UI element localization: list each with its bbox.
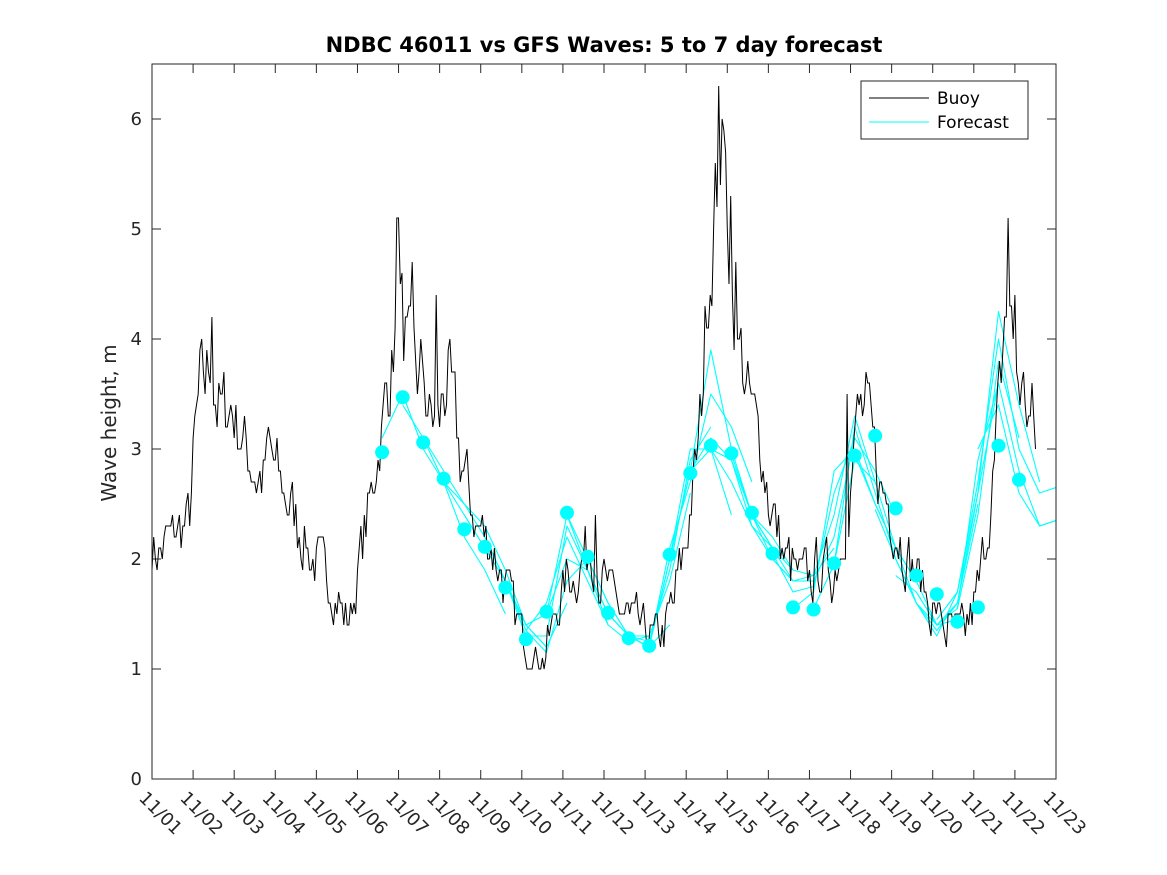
forecast-marker [868,428,883,443]
forecast-line [936,338,1056,620]
forecast-marker [621,631,636,646]
y-axis-label: Wave height, m [97,344,121,501]
buoy-series [152,85,1036,670]
forecast-marker [765,546,780,561]
forecast-marker [539,604,554,619]
forecast-marker [888,501,903,516]
y-axis: 0 1 2 3 4 5 6 [131,109,1056,790]
y-tick-label: 5 [131,219,142,240]
legend-buoy-label: Buoy [937,89,980,109]
forecast-marker [703,438,718,453]
forecast-marker [847,448,862,463]
forecast-marker [375,445,390,460]
y-tick-label: 0 [131,769,142,790]
forecast-marker [560,505,574,520]
y-tick-label: 4 [131,329,142,350]
forecast-marker [580,549,595,564]
y-tick-label: 6 [131,109,142,130]
forecast-marker [929,587,944,602]
forecast-marker [416,435,431,450]
forecast-marker [601,605,616,620]
forecast-marker [518,632,533,647]
y-tick-label: 3 [131,439,142,460]
y-tick-label: 2 [131,549,142,570]
forecast-marker [457,522,472,537]
forecast-marker [498,580,513,595]
legend-forecast-label: Forecast [937,113,1009,133]
forecast-marker [642,638,657,653]
forecast-marker [662,547,677,562]
legend: Buoy Forecast [860,80,1029,140]
forecast-marker [827,556,842,571]
forecast-marker [744,505,759,520]
plot-frame [151,63,1057,780]
forecast-marker [909,568,924,583]
forecast-marker [806,602,821,617]
forecast-marker [724,446,739,461]
chart-title: NDBC 46011 vs GFS Waves: 5 to 7 day fore… [326,33,883,57]
y-tick-label: 1 [131,659,142,680]
forecast-marker [970,600,985,615]
forecast-marker [1012,472,1026,487]
forecast-marker [436,471,451,486]
forecast-marker [395,390,410,405]
forecast-marker [477,539,492,554]
forecast-marker [991,438,1006,453]
forecast-marker [786,600,800,615]
forecast-line [977,404,1056,527]
forecast-line [772,437,897,593]
forecast-markers [375,390,1026,653]
forecast-marker [950,614,965,629]
forecast-marker [683,466,698,481]
buoy-line [152,85,1036,670]
legend-box [860,80,1029,140]
forecast-line [915,310,1041,626]
